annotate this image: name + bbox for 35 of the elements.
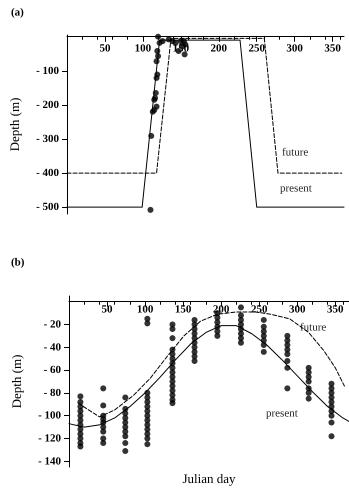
y-tick-label: - 200 xyxy=(36,98,60,111)
y-tick-label: - 40 xyxy=(44,341,62,354)
y-tick-label: - 80 xyxy=(44,386,62,399)
annotation: future xyxy=(300,322,326,334)
annotation: future xyxy=(282,146,308,158)
chart-title: (b) xyxy=(11,256,25,268)
x-tick-label: 100 xyxy=(134,42,152,54)
annotation: present xyxy=(280,182,312,194)
y-axis-title: Depth (m) xyxy=(7,98,22,152)
x-tick-label: 50 xyxy=(99,42,111,54)
x-tick-label: 200 xyxy=(212,304,230,316)
y-tick-label: - 400 xyxy=(36,167,60,180)
x-axis-title: Julian day xyxy=(182,471,236,486)
x-tick-label: 300 xyxy=(286,42,304,54)
y-tick-label: - 100 xyxy=(38,410,62,422)
x-tick-label: 350 xyxy=(327,304,344,316)
x-tick-label: 300 xyxy=(289,304,306,316)
point xyxy=(155,34,162,40)
x-tick-label: 200 xyxy=(210,42,228,54)
y-tick-label: - 500 xyxy=(36,201,60,214)
y-tick-label: - 60 xyxy=(44,364,62,376)
x-tick-label: 50 xyxy=(102,304,114,316)
y-tick-label: - 140 xyxy=(38,455,62,468)
x-tick-label: 100 xyxy=(136,304,154,316)
annotation: present xyxy=(266,408,298,420)
y-tick-label: - 120 xyxy=(38,432,62,444)
y-tick-label: - 20 xyxy=(44,318,62,330)
x-tick-label: 250 xyxy=(248,42,266,54)
y-tick-label: - 300 xyxy=(36,132,60,145)
point xyxy=(147,206,154,213)
x-tick-label: 350 xyxy=(324,42,342,54)
x-tick-label: 150 xyxy=(174,304,192,316)
chart-title: (a) xyxy=(11,6,24,18)
y-axis-title: Depth (m) xyxy=(9,354,24,408)
y-tick-label: - 100 xyxy=(36,64,60,77)
